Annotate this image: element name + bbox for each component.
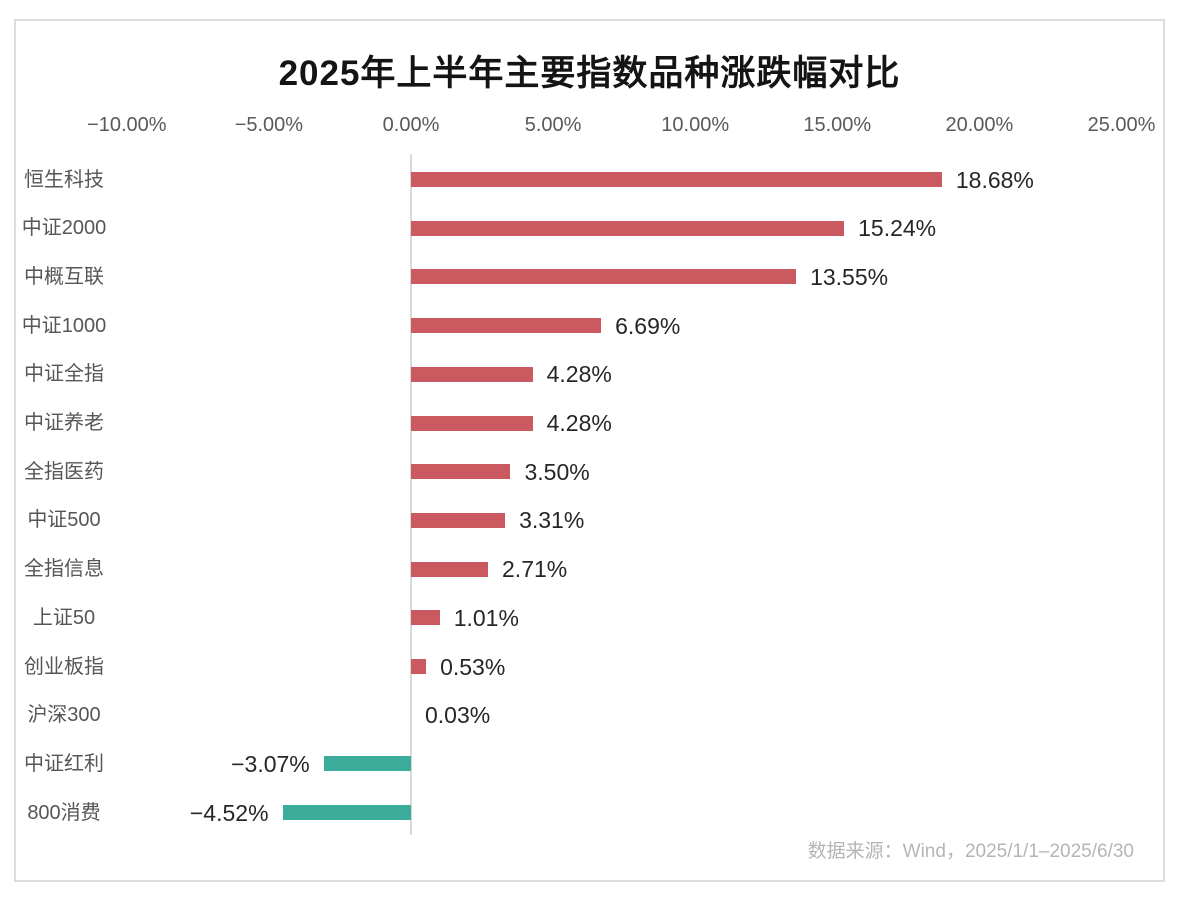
value-label: 15.24%: [858, 215, 937, 242]
category-label: 全指医药: [24, 460, 104, 483]
bar: [411, 318, 602, 334]
category-label: 创业板指: [24, 655, 104, 678]
value-label: 4.28%: [546, 361, 612, 388]
x-axis-tick-label: −5.00%: [234, 114, 304, 136]
bar: [411, 561, 489, 577]
category-label: 800消费: [27, 801, 101, 824]
bar: [282, 805, 411, 821]
bar: [411, 269, 797, 285]
category-label: 中概互联: [24, 265, 104, 288]
x-axis-tick-label: 25.00%: [1087, 114, 1156, 136]
x-axis-tick-label: 15.00%: [803, 114, 872, 136]
bar: [411, 415, 533, 431]
x-axis-tick-label: 0.00%: [382, 114, 440, 136]
zero-axis-line: [410, 154, 412, 835]
value-label: 18.68%: [955, 166, 1034, 193]
bar: [411, 220, 845, 236]
value-label: 4.28%: [546, 410, 612, 436]
chart-title: 2025年上半年主要指数品种涨跌幅对比: [278, 54, 901, 93]
x-axis-tick-label: 20.00%: [945, 114, 1014, 136]
x-axis-tick-label: 5.00%: [524, 114, 582, 136]
category-label: 中证养老: [24, 412, 104, 434]
value-label: 6.69%: [615, 312, 681, 339]
category-label: 沪深300: [27, 704, 101, 727]
value-label: −3.07%: [231, 750, 310, 777]
value-label: 0.03%: [425, 702, 491, 729]
category-label: 中证500: [27, 509, 101, 532]
category-label: 中证红利: [24, 752, 104, 775]
category-label: 中证2000: [21, 217, 107, 240]
bar: [411, 366, 533, 382]
value-label: 0.53%: [440, 653, 506, 680]
data-source-note: 数据来源：Wind，2025/1/1–2025/6/30: [807, 841, 1134, 862]
category-label: 全指信息: [24, 558, 104, 581]
value-label: 13.55%: [810, 263, 889, 290]
bar: [323, 756, 411, 772]
plot-area: 恒生科技 18.68% 中证2000 15.24% 中概互联 13.55% 中证1000 6.…: [16, 21, 1163, 880]
x-axis-tick-label: 10.00%: [661, 114, 730, 136]
category-label: 中证1000: [21, 314, 107, 337]
bar: [411, 659, 427, 674]
bar: [411, 172, 942, 187]
value-label: 1.01%: [453, 604, 519, 631]
x-axis-tick-label: −10.00%: [87, 114, 167, 136]
category-label: 中证全指: [24, 363, 104, 386]
bar: [411, 464, 511, 480]
category-label: 上证50: [32, 606, 96, 629]
category-label: 恒生科技: [24, 168, 104, 191]
value-label: 3.50%: [524, 458, 590, 485]
bar: [411, 610, 440, 626]
chart-card: 2025年上半年主要指数品种涨跌幅对比 −10.00% −5.00% 0.00% 5.…: [14, 19, 1165, 882]
value-label: 3.31%: [519, 507, 585, 534]
bar: [411, 512, 506, 528]
value-label: 2.71%: [502, 556, 568, 583]
value-label: −4.52%: [189, 799, 269, 826]
